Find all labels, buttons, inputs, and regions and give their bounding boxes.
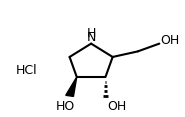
Text: HO: HO	[56, 100, 75, 113]
Text: HCl: HCl	[16, 64, 37, 77]
Text: H: H	[86, 27, 96, 40]
Polygon shape	[66, 77, 77, 96]
Text: OH: OH	[107, 100, 127, 113]
Text: OH: OH	[160, 34, 179, 47]
Text: N: N	[86, 31, 96, 44]
